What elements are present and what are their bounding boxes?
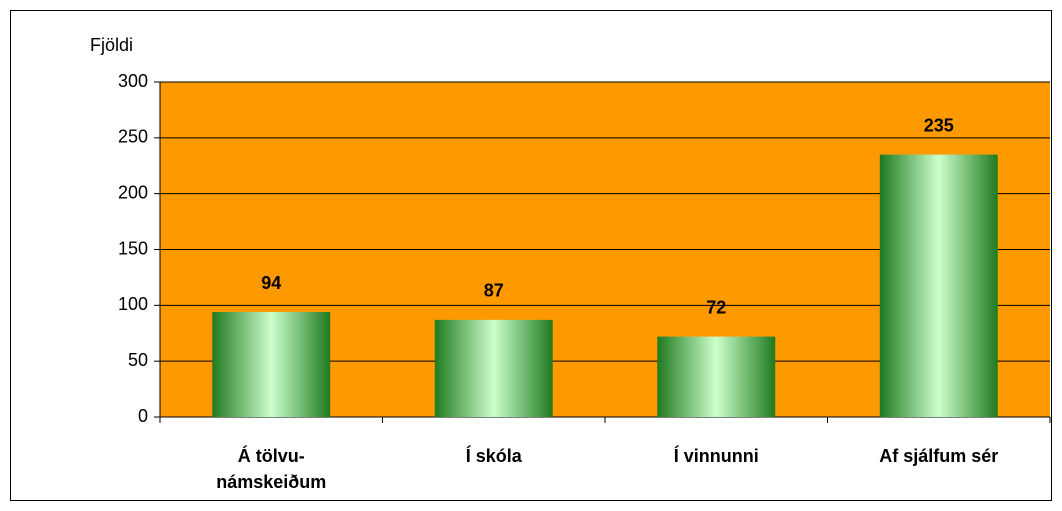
- x-tick-label: Af sjálfum sér: [879, 446, 998, 466]
- y-tick-label: 0: [138, 406, 148, 426]
- data-label: 235: [924, 115, 954, 135]
- bar: [657, 336, 776, 417]
- x-tick-label: Í vinnunni: [674, 445, 759, 466]
- y-tick-label: 50: [128, 350, 148, 370]
- bar: [879, 154, 998, 418]
- bar: [434, 319, 553, 417]
- y-tick-label: 250: [118, 127, 148, 147]
- x-tick-label: Á tölvu-námskeiðum: [216, 445, 326, 492]
- y-axis-label: Fjöldi: [90, 35, 133, 55]
- y-tick-label: 100: [118, 294, 148, 314]
- y-tick-label: 200: [118, 182, 148, 202]
- data-label: 87: [484, 281, 504, 301]
- data-label: 72: [706, 297, 726, 317]
- y-tick-label: 300: [118, 71, 148, 91]
- y-tick-label: 150: [118, 238, 148, 258]
- data-label: 94: [261, 273, 281, 293]
- bar: [212, 312, 331, 417]
- x-tick-label: Í skóla: [466, 445, 523, 466]
